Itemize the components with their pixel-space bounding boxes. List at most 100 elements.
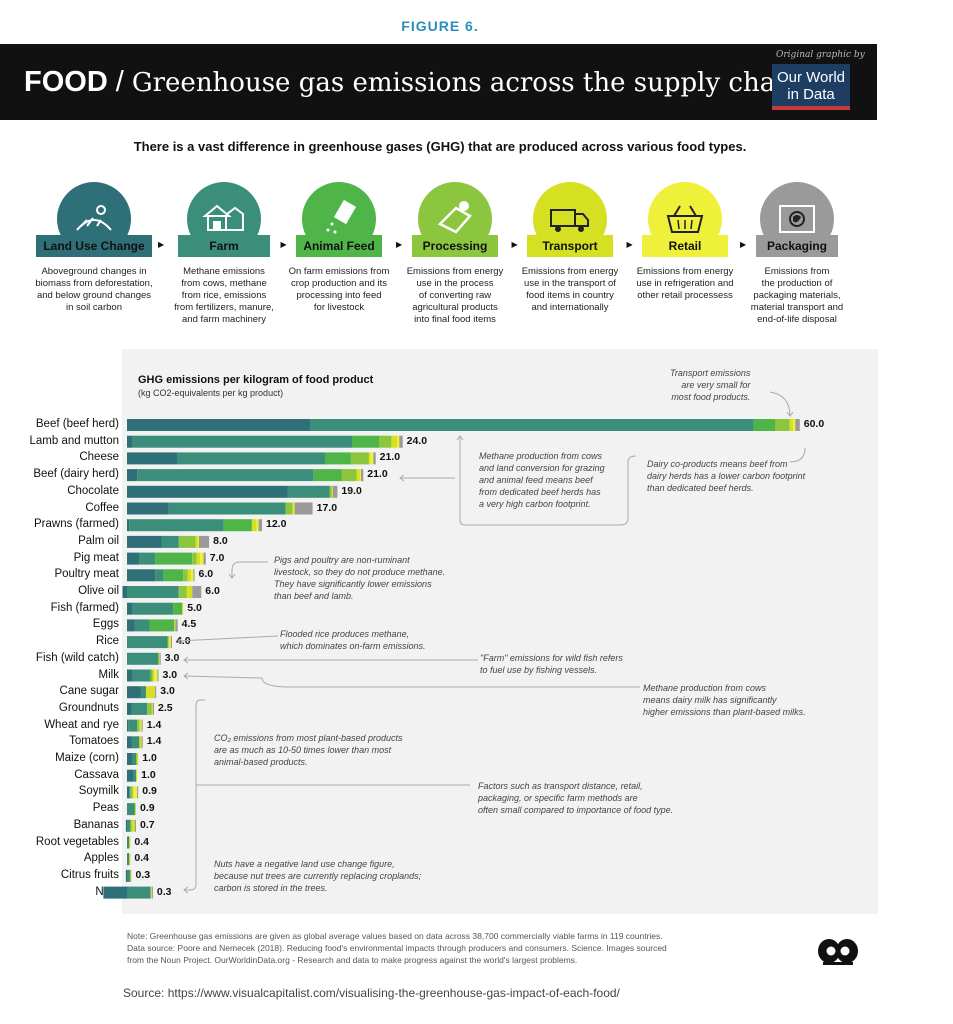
stage-description-line: food items in country (526, 290, 614, 301)
bar-segment-retail (293, 502, 295, 515)
bar-segment-farm (132, 753, 136, 765)
page-title: FOOD / Greenhouse gas emissions across the… (24, 66, 800, 99)
stage-description-line: from cows, methane (181, 278, 267, 289)
stage-description-line: other retail processess (637, 290, 733, 301)
stage-description-line: and below ground changes (36, 290, 152, 301)
bar-value-label: 21.0 (367, 468, 388, 481)
title-food: FOOD (24, 66, 108, 98)
annotation-connector (177, 635, 279, 642)
bar-segment-processing (167, 636, 169, 649)
bar-value-label: 3.0 (160, 685, 175, 698)
annotation-pigs: Pigs and poultry are non-ruminant livesto… (274, 554, 445, 602)
bar-segment-farm (139, 552, 156, 565)
stage-description-line: Aboveground changes in (41, 266, 147, 277)
bar-segment-transport (131, 819, 135, 832)
bar-segment-transport (789, 419, 793, 431)
stage-description: Emissions from energy use in the transpor… (508, 266, 632, 314)
visual-capitalist-logo-icon (818, 939, 858, 965)
annotation-line: a very high carbon footprint. (479, 499, 591, 509)
bar-segment-retail (359, 469, 361, 482)
stage-label-animal-feed: Animal Feed (296, 235, 382, 257)
annotation-dairy: Dairy co-products means beef from dairy h… (647, 458, 805, 494)
annotation-line: Methane production from cows (643, 683, 767, 693)
bar-value-label: 4.5 (181, 618, 197, 631)
stage-description-line: crop production and its (290, 278, 388, 289)
category-label: Olive oil (78, 585, 119, 597)
annotation-line: animal-based products. (214, 757, 308, 767)
bar-value-label: 19.0 (341, 484, 362, 497)
bar-segment-farm (127, 836, 130, 849)
annotation-connector (183, 675, 640, 688)
bar-value-label: 6.0 (198, 568, 214, 581)
bar-segment-transport (129, 853, 131, 866)
category-label: Maize (corn) (55, 752, 119, 764)
bar-segment-packaging (137, 786, 139, 799)
bar-segment-retail (154, 669, 158, 682)
title-banner: FOOD / Greenhouse gas emissions across the… (0, 44, 877, 120)
bar-segment-processing (178, 586, 187, 598)
annotation-connector (769, 391, 791, 417)
stage-description-line: for livestock (313, 302, 365, 313)
stage-description-line: from rice, emissions (181, 290, 267, 301)
bar-segment-processing (136, 753, 138, 765)
stage-description-line: Emissions from energy (406, 266, 504, 277)
bar-segment-farm (127, 819, 131, 832)
category-label: Prawns (farmed) (34, 518, 119, 531)
annotation-connector (789, 447, 806, 463)
bar-segment-transport (137, 753, 139, 765)
bar-segment-transport (195, 535, 198, 548)
category-label: Pig meat (73, 551, 119, 564)
category-label: Lamb and mutton (29, 434, 119, 447)
stage-description-line: Emissions from energy (521, 266, 619, 277)
source-link[interactable]: Source: https://www.visualcapitalist.com… (123, 986, 620, 1000)
category-label: Fish (farmed) (50, 601, 119, 614)
stage-description-line: packaging materials, (753, 290, 841, 301)
bar-value-label: 0.3 (135, 868, 151, 881)
bar-segment-land-use-change (125, 869, 127, 882)
bar-segment-transport (150, 886, 152, 899)
bar-value-label: 21.0 (379, 451, 401, 464)
category-label: Groundnuts (58, 701, 119, 714)
stage-label-farm: Farm (178, 235, 270, 257)
bar-value-label: 1.0 (141, 768, 156, 781)
processing-icon (437, 201, 472, 234)
stage-description-line: use in the transport of (524, 278, 616, 289)
stage-description-line: into final food items (414, 314, 496, 325)
stage-arrow-icon: ▶ (158, 240, 165, 249)
bar-segment-farm (127, 886, 151, 899)
bar-segment-animal-feed (155, 552, 193, 565)
annotation-arrowhead (183, 886, 189, 894)
stage-description-line: Emissions from energy (636, 266, 734, 277)
annotation-plants: CO₂ emissions from most plant-based prod… (214, 732, 403, 768)
bar-segment-transport (139, 736, 142, 749)
bar-segment-retail (197, 535, 199, 548)
bar-segment-farm (132, 669, 150, 682)
bar-segment-land-use-change (127, 719, 129, 732)
annotation-line: CO₂ emissions from most plant-based prod… (214, 733, 403, 743)
bar-segment-packaging (332, 485, 338, 498)
bar-segment-land-use-change (127, 686, 141, 699)
stage-description: Emissions from the production of packaging… (735, 266, 859, 326)
annotation-connector (231, 561, 268, 578)
stage-description-line: and internationally (531, 302, 609, 313)
bar-segment-transport (187, 569, 192, 582)
stage-description: On farm emissions from crop production an… (277, 266, 401, 314)
bar-segment-farm (155, 569, 163, 582)
annotation-arrowhead (786, 411, 794, 417)
bar-segment-land-use-change (127, 769, 134, 782)
bar-segment-farm (131, 736, 140, 749)
bar-value-label: 0.9 (140, 802, 155, 815)
bar-segment-processing (285, 502, 293, 515)
bar-value-label: 0.7 (140, 818, 155, 831)
bar-segment-retail (256, 519, 259, 532)
bar-segment-farm (127, 586, 179, 598)
bar-segment-packaging (134, 819, 136, 832)
bar-segment-transport (186, 586, 193, 598)
annotation-line: "Farm" emissions for wild fish refers (480, 653, 623, 663)
bar-segment-animal-feed (149, 669, 152, 682)
bar-value-label: 17.0 (316, 501, 338, 514)
bar-value-label: 60.0 (803, 418, 825, 430)
bar-segment-packaging (399, 435, 403, 448)
owid-logo-line-2: in Data (787, 86, 835, 103)
stage-label-processing: Processing (412, 235, 498, 257)
